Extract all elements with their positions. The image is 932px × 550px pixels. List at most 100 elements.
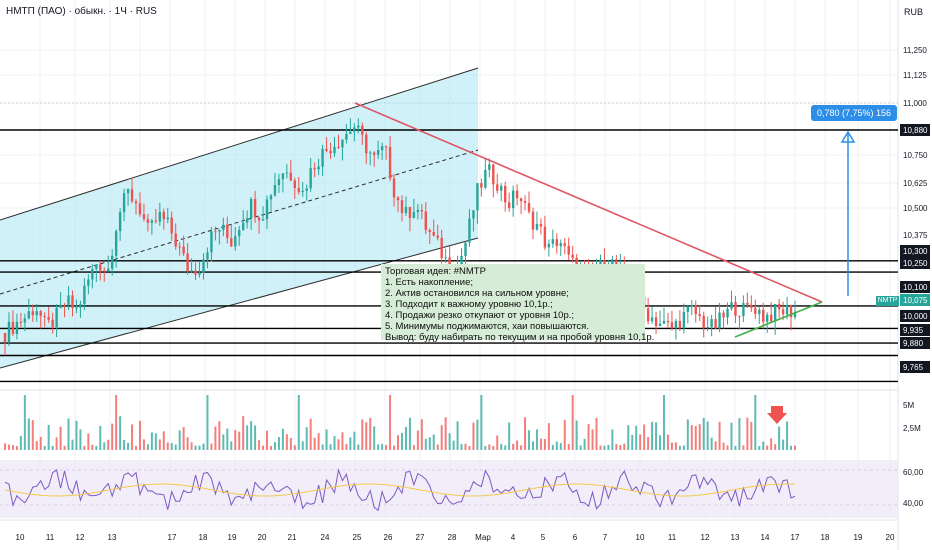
time-tick: 19 — [854, 533, 863, 542]
candle — [567, 237, 570, 260]
volume-bar — [404, 427, 407, 450]
candle — [444, 248, 447, 264]
volume-bar — [51, 445, 54, 450]
volume-bar — [607, 444, 610, 450]
time-tick: 26 — [384, 533, 393, 542]
price-tick: 10,500 — [903, 204, 928, 213]
time-tick: 13 — [731, 533, 740, 542]
volume-bar — [444, 417, 447, 450]
volume-bar — [250, 421, 253, 450]
volume-bar — [226, 428, 229, 450]
volume-bar — [202, 443, 205, 450]
note-line: Вывод: буду набирать по текущим и на про… — [385, 332, 655, 343]
ascending-channel-fill — [0, 68, 478, 368]
volume-bar — [230, 441, 233, 450]
volume-bar — [408, 417, 411, 450]
candle — [472, 209, 475, 232]
volume-bar — [742, 445, 745, 450]
candle — [305, 184, 308, 201]
volume-bar — [301, 441, 304, 450]
volume-bar — [107, 439, 110, 450]
volume-down-arrow-icon — [767, 406, 787, 424]
volume-bar — [448, 433, 451, 450]
candle — [107, 255, 110, 272]
volume-bar — [436, 444, 439, 450]
candle — [718, 302, 721, 333]
candle — [35, 304, 38, 322]
time-axis: 10 11 12 13 17 18 19 20 21 24 25 26 27 28 Мар 4 5 6 7 10 11 1… — [16, 533, 895, 542]
volume-bar — [91, 444, 94, 450]
volume-bar — [639, 434, 642, 450]
candle — [726, 302, 729, 325]
volume-bar — [83, 445, 86, 450]
volume-bar — [643, 424, 646, 450]
candle — [186, 243, 189, 275]
candle — [762, 302, 765, 329]
time-tick: 10 — [16, 533, 25, 542]
candle — [519, 197, 523, 215]
volume-bar — [440, 425, 443, 450]
volume-bar — [551, 444, 554, 450]
volume-bar — [555, 441, 558, 450]
candle — [110, 249, 114, 276]
volume-bar — [631, 434, 634, 450]
volume-bar — [539, 438, 542, 450]
volume-bar — [563, 419, 566, 450]
candle — [511, 185, 515, 217]
volume-bar — [659, 435, 662, 450]
candle — [769, 302, 773, 323]
volume-bar — [47, 424, 50, 450]
volume-bar — [686, 419, 689, 450]
volume-bar — [210, 443, 213, 450]
candle — [23, 313, 27, 332]
volume-bar — [214, 426, 217, 450]
volume-bar — [647, 437, 650, 450]
candle — [758, 306, 761, 324]
volume-bar — [710, 437, 713, 450]
time-tick: 20 — [886, 533, 895, 542]
candle — [742, 295, 745, 323]
candle — [329, 142, 332, 159]
measure-arrowhead — [840, 130, 856, 143]
volume-bar — [4, 443, 6, 450]
candle — [122, 188, 126, 222]
volume-bar — [547, 423, 550, 450]
candle — [79, 300, 82, 318]
time-tick: 11 — [46, 533, 55, 542]
candle — [103, 267, 106, 282]
volume-bar — [59, 426, 62, 450]
volume-bar — [782, 439, 785, 450]
candle — [293, 177, 296, 200]
time-tick: 28 — [448, 533, 457, 542]
volume-bar — [281, 428, 284, 450]
time-tick: 25 — [353, 533, 362, 542]
note-line: 1. Есть накопление; — [385, 277, 474, 288]
volume-bar — [567, 443, 570, 450]
candle — [476, 183, 479, 224]
candle — [555, 233, 559, 254]
candle — [515, 184, 519, 206]
candle — [59, 291, 62, 309]
volume-bar — [309, 418, 312, 450]
candle — [690, 300, 693, 316]
candle — [666, 312, 670, 328]
price-tick: 11,125 — [903, 71, 927, 80]
price-tick: 11,000 — [903, 99, 927, 108]
price-level-label: 10,100 — [903, 283, 928, 292]
candle — [174, 223, 177, 250]
volume-bar — [662, 395, 665, 450]
volume-bar — [766, 445, 769, 450]
candle — [436, 224, 439, 241]
volume-bar — [774, 444, 777, 450]
volume-bar — [424, 438, 427, 450]
candle — [214, 226, 217, 241]
candle — [27, 298, 31, 320]
candle — [118, 208, 122, 241]
volume-bar — [345, 444, 348, 450]
candle — [773, 303, 777, 335]
volume-bar — [369, 418, 372, 450]
candle — [142, 203, 146, 222]
indicator-tick: 40,00 — [903, 499, 924, 508]
volume-bar — [373, 426, 376, 450]
